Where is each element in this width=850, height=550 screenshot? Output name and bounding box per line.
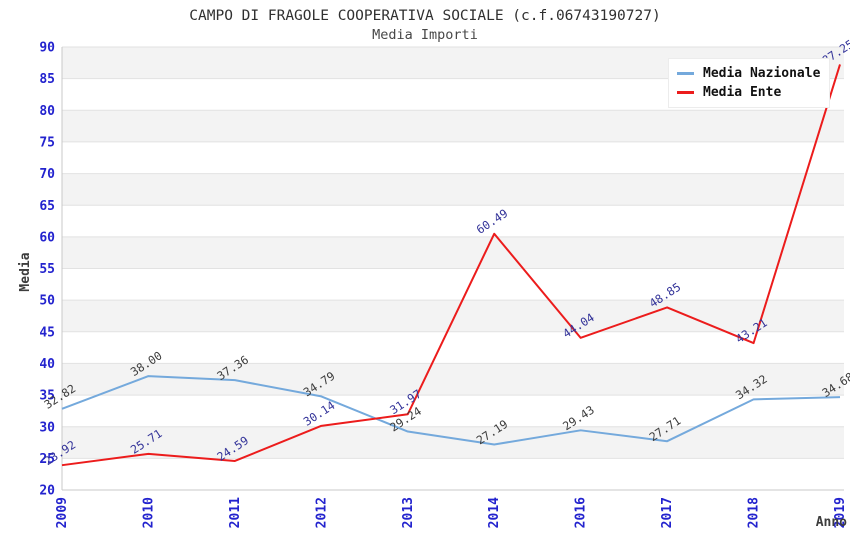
plot-band: [62, 363, 844, 396]
y-tick-label: 90: [39, 41, 55, 56]
plot-band: [62, 205, 844, 237]
x-tick-label: 2016: [574, 497, 589, 528]
x-tick-label: 2019: [833, 497, 848, 528]
plot-band: [62, 268, 844, 301]
media-nazionale-line-swatch: [677, 72, 694, 75]
legend: Media Nazionale Media Ente: [668, 58, 830, 108]
media-ente-line-swatch: [677, 91, 694, 94]
plot-band: [62, 426, 844, 459]
x-tick-label: 2009: [55, 497, 70, 528]
plot-band: [62, 331, 844, 364]
x-tick-label: 2010: [141, 497, 156, 528]
y-tick-label: 50: [39, 294, 55, 309]
y-tick-label: 20: [39, 484, 55, 499]
y-tick-label: 25: [39, 452, 55, 467]
plot-band: [62, 141, 844, 174]
chart-subtitle: Media Importi: [372, 27, 478, 43]
plot-band: [62, 236, 844, 269]
plot-band: [62, 395, 844, 427]
legend-label-media-ente: Media Ente: [703, 85, 782, 100]
x-tick-label: 2013: [401, 497, 416, 528]
plot-band: [62, 173, 844, 206]
plot-band: [62, 458, 844, 490]
chart-title: CAMPO DI FRAGOLE COOPERATIVA SOCIALE (c.…: [189, 8, 660, 24]
legend-item-media-nazionale: Media Nazionale: [677, 64, 821, 83]
x-tick-label: 2014: [487, 497, 502, 528]
y-axis-title: Media: [18, 252, 33, 291]
y-tick-label: 35: [39, 389, 55, 404]
y-tick-label: 55: [39, 262, 55, 277]
series-line-media-nazionale: [61, 375, 841, 446]
x-tick-label: 2017: [660, 497, 675, 528]
plot-band: [62, 110, 844, 142]
y-tick-label: 60: [39, 230, 55, 245]
y-tick-label: 75: [39, 135, 55, 150]
x-axis-title: Anno: [816, 515, 847, 530]
plot-area: 20 25 30 35 40 45 50 55 60 65 70 75 80 85 90 2009 2010 20…: [39, 37, 850, 529]
y-tick-label: 40: [39, 357, 55, 372]
y-tick-label: 30: [39, 420, 55, 435]
y-tick-label: 85: [39, 72, 55, 87]
y-tick-label: 65: [39, 199, 55, 214]
series-line-media-ente: [61, 64, 841, 467]
y-tick-label: 80: [39, 104, 55, 119]
y-tick-label: 70: [39, 167, 55, 182]
plot-band: [62, 300, 844, 332]
x-tick-label: 2011: [228, 497, 243, 528]
x-tick-label: 2012: [314, 497, 329, 528]
legend-label-media-nazionale: Media Nazionale: [703, 66, 821, 81]
legend-item-media-ente: Media Ente: [677, 83, 821, 102]
x-tick-label: 2018: [747, 497, 762, 528]
y-tick-label: 45: [39, 325, 55, 340]
